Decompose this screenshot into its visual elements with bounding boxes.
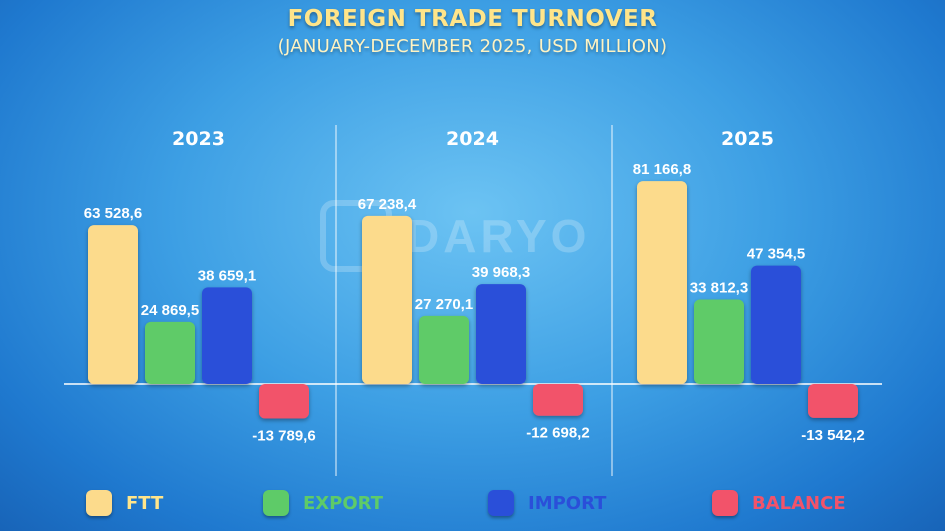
value-label-ftt-2025: 81 166,8 (633, 161, 691, 178)
bar-import-2024 (476, 284, 526, 384)
bar-balance-2024 (533, 384, 583, 416)
bar-balance-2025 (808, 384, 858, 418)
watermark-text: DARYO (406, 210, 591, 262)
legend-swatch-ftt (86, 490, 112, 516)
chart-title: FOREIGN TRADE TURNOVER (287, 6, 658, 32)
value-label-balance-2024: -12 698,2 (526, 425, 589, 442)
bar-ftt-2024 (362, 215, 412, 384)
value-label-export-2023: 24 869,5 (141, 302, 199, 319)
year-label-2023: 2023 (172, 128, 225, 150)
value-label-import-2023: 38 659,1 (198, 267, 256, 284)
value-label-import-2025: 47 354,5 (747, 246, 805, 263)
year-label-2025: 2025 (721, 128, 774, 150)
value-label-export-2024: 27 270,1 (415, 296, 473, 313)
chart-subtitle: (JANUARY-DECEMBER 2025, USD MILLION) (277, 36, 668, 57)
value-label-ftt-2023: 63 528,6 (84, 205, 142, 222)
legend-label-import: IMPORT (528, 492, 607, 514)
legend-item-export: EXPORT (263, 490, 383, 516)
bar-ftt-2025 (637, 181, 687, 384)
legend-swatch-import (488, 490, 514, 516)
value-label-balance-2023: -13 789,6 (252, 427, 315, 444)
legend-item-balance: BALANCE (712, 490, 846, 516)
value-label-balance-2025: -13 542,2 (801, 427, 864, 444)
legend-label-balance: BALANCE (752, 492, 846, 514)
value-label-import-2024: 39 968,3 (472, 264, 530, 281)
legend-item-import: IMPORT (488, 490, 606, 516)
bar-import-2023 (202, 287, 252, 384)
year-label-2024: 2024 (446, 128, 499, 150)
bar-export-2025 (694, 299, 744, 384)
bar-balance-2023 (259, 384, 309, 419)
bar-export-2024 (419, 315, 469, 384)
bar-import-2025 (751, 265, 801, 384)
value-label-ftt-2024: 67 238,4 (358, 196, 417, 213)
legend-label-ftt: FTT (126, 492, 164, 514)
value-label-export-2025: 33 812,3 (690, 279, 748, 296)
legend: FTT EXPORT IMPORT BALANCE (0, 486, 945, 526)
bar-export-2023 (145, 321, 195, 384)
bar-ftt-2023 (88, 225, 138, 384)
legend-swatch-export (263, 490, 289, 516)
legend-label-export: EXPORT (303, 492, 383, 514)
legend-swatch-balance (712, 490, 738, 516)
watermark: DARYO (320, 200, 590, 272)
legend-item-ftt: FTT (86, 490, 163, 516)
